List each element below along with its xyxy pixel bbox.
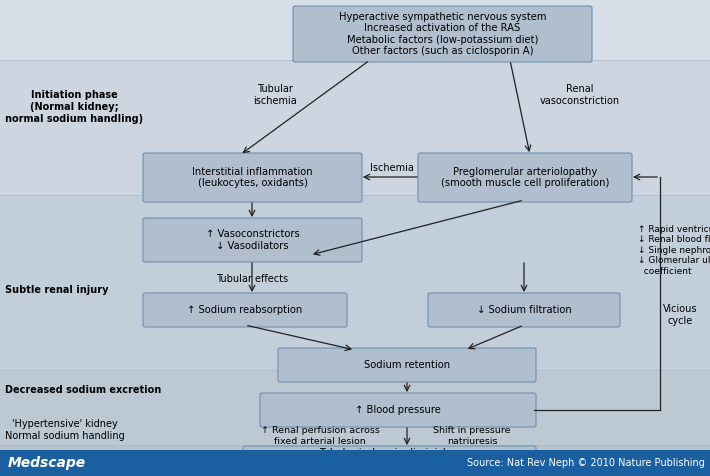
Text: Subtle renal injury: Subtle renal injury [5, 285, 109, 295]
Text: Tubular ischemia diminishes
Sodium handling returns to normal: Tubular ischemia diminishes Sodium handl… [302, 448, 476, 470]
Text: 'Hypertensive' kidney
Normal sodium handling: 'Hypertensive' kidney Normal sodium hand… [5, 419, 125, 441]
Text: Source: Nat Rev Neph © 2010 Nature Publishing: Source: Nat Rev Neph © 2010 Nature Publi… [467, 458, 705, 468]
Text: ↑ Blood pressure: ↑ Blood pressure [355, 405, 441, 415]
Text: Sodium retention: Sodium retention [364, 360, 450, 370]
Bar [0, 60, 710, 195]
FancyBboxPatch shape [418, 153, 632, 202]
Text: Decreased sodium excretion: Decreased sodium excretion [5, 385, 161, 395]
Text: Ischemia: Ischemia [370, 163, 414, 173]
Text: Initiation phase
(Normal kidney;
normal sodium handling): Initiation phase (Normal kidney; normal … [5, 90, 143, 124]
FancyBboxPatch shape [243, 446, 536, 472]
Bar [0, 450, 710, 476]
Bar [0, 0, 710, 60]
Text: Interstitial inflammation
(leukocytes, oxidants): Interstitial inflammation (leukocytes, o… [192, 167, 313, 188]
Text: Preglomerular arteriolopathy
(smooth muscle cell proliferation): Preglomerular arteriolopathy (smooth mus… [441, 167, 609, 188]
Text: ↑ Rapid ventricular rate
↓ Renal blood flow
↓ Single nephron GFR
↓ Glomerular ul: ↑ Rapid ventricular rate ↓ Renal blood f… [638, 225, 710, 276]
FancyBboxPatch shape [428, 293, 620, 327]
Bar [0, 195, 710, 370]
FancyBboxPatch shape [260, 393, 536, 427]
Bar [0, 370, 710, 445]
Text: ↑ Sodium reabsorption: ↑ Sodium reabsorption [187, 305, 302, 315]
Text: Renal
vasoconstriction: Renal vasoconstriction [540, 84, 620, 106]
Text: Tubular
ischemia: Tubular ischemia [253, 84, 297, 106]
Text: Shift in pressure
natriuresis: Shift in pressure natriuresis [433, 426, 510, 446]
FancyBboxPatch shape [143, 153, 362, 202]
Text: ↑ Renal perfusion across
fixed arterial lesion: ↑ Renal perfusion across fixed arterial … [261, 426, 379, 446]
Text: Tubular effects: Tubular effects [216, 274, 288, 284]
FancyBboxPatch shape [278, 348, 536, 382]
FancyBboxPatch shape [143, 293, 347, 327]
FancyBboxPatch shape [143, 218, 362, 262]
Text: Medscape: Medscape [8, 456, 86, 470]
Text: ↓ Sodium filtration: ↓ Sodium filtration [476, 305, 572, 315]
Text: Vicious
cycle: Vicious cycle [662, 304, 697, 326]
Text: Hyperactive sympathetic nervous system
Increased activation of the RAS
Metabolic: Hyperactive sympathetic nervous system I… [339, 11, 546, 56]
Text: ↑ Vasoconstrictors
↓ Vasodilators: ↑ Vasoconstrictors ↓ Vasodilators [206, 229, 300, 251]
FancyBboxPatch shape [293, 6, 592, 62]
Bar [0, 445, 710, 476]
